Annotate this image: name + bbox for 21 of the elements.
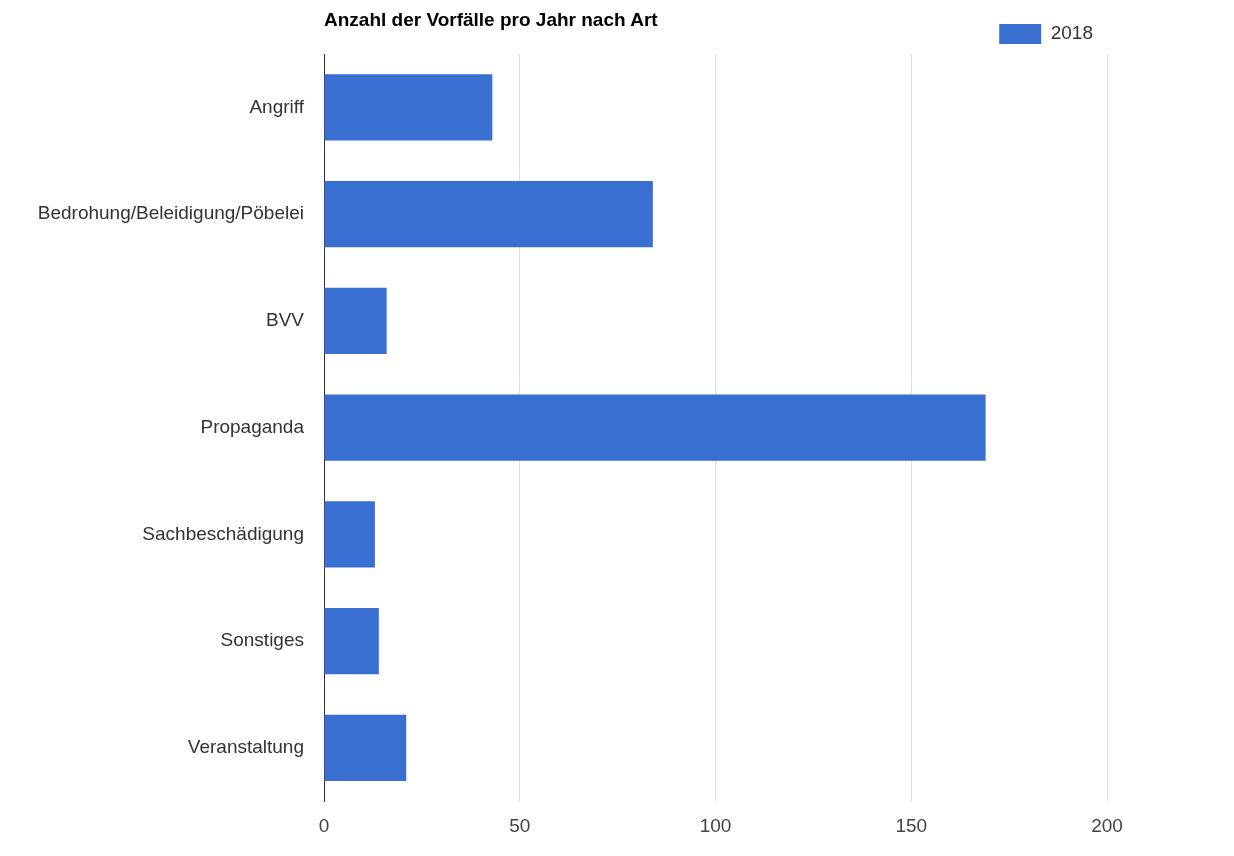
- x-tick-label: 150: [895, 814, 928, 836]
- y-tick-label: Bedrohung/Beleidigung/Pöbelei: [37, 202, 304, 224]
- y-tick-label: Sachbeschädigung: [142, 522, 304, 544]
- bar: [324, 501, 375, 568]
- x-tick-label: 200: [1091, 814, 1123, 836]
- legend-label: 2018: [1050, 22, 1094, 44]
- x-tick-label: 50: [509, 814, 531, 836]
- chart-title: Anzahl der Vorfälle pro Jahr nach Art: [324, 9, 659, 30]
- y-tick-label: Sonstiges: [220, 629, 304, 651]
- bar: [324, 181, 653, 248]
- y-tick-label: Veranstaltung: [187, 736, 304, 758]
- bar: [324, 714, 407, 781]
- bar: [324, 608, 379, 675]
- y-tick-label: BVV: [265, 309, 305, 331]
- bar: [324, 394, 986, 461]
- x-tick-label: 0: [318, 814, 330, 836]
- bar: [324, 287, 387, 354]
- y-tick-label: Propaganda: [200, 415, 305, 437]
- y-tick-label: Angriff: [249, 95, 305, 117]
- bar: [324, 74, 493, 141]
- x-tick-label: 100: [699, 814, 732, 836]
